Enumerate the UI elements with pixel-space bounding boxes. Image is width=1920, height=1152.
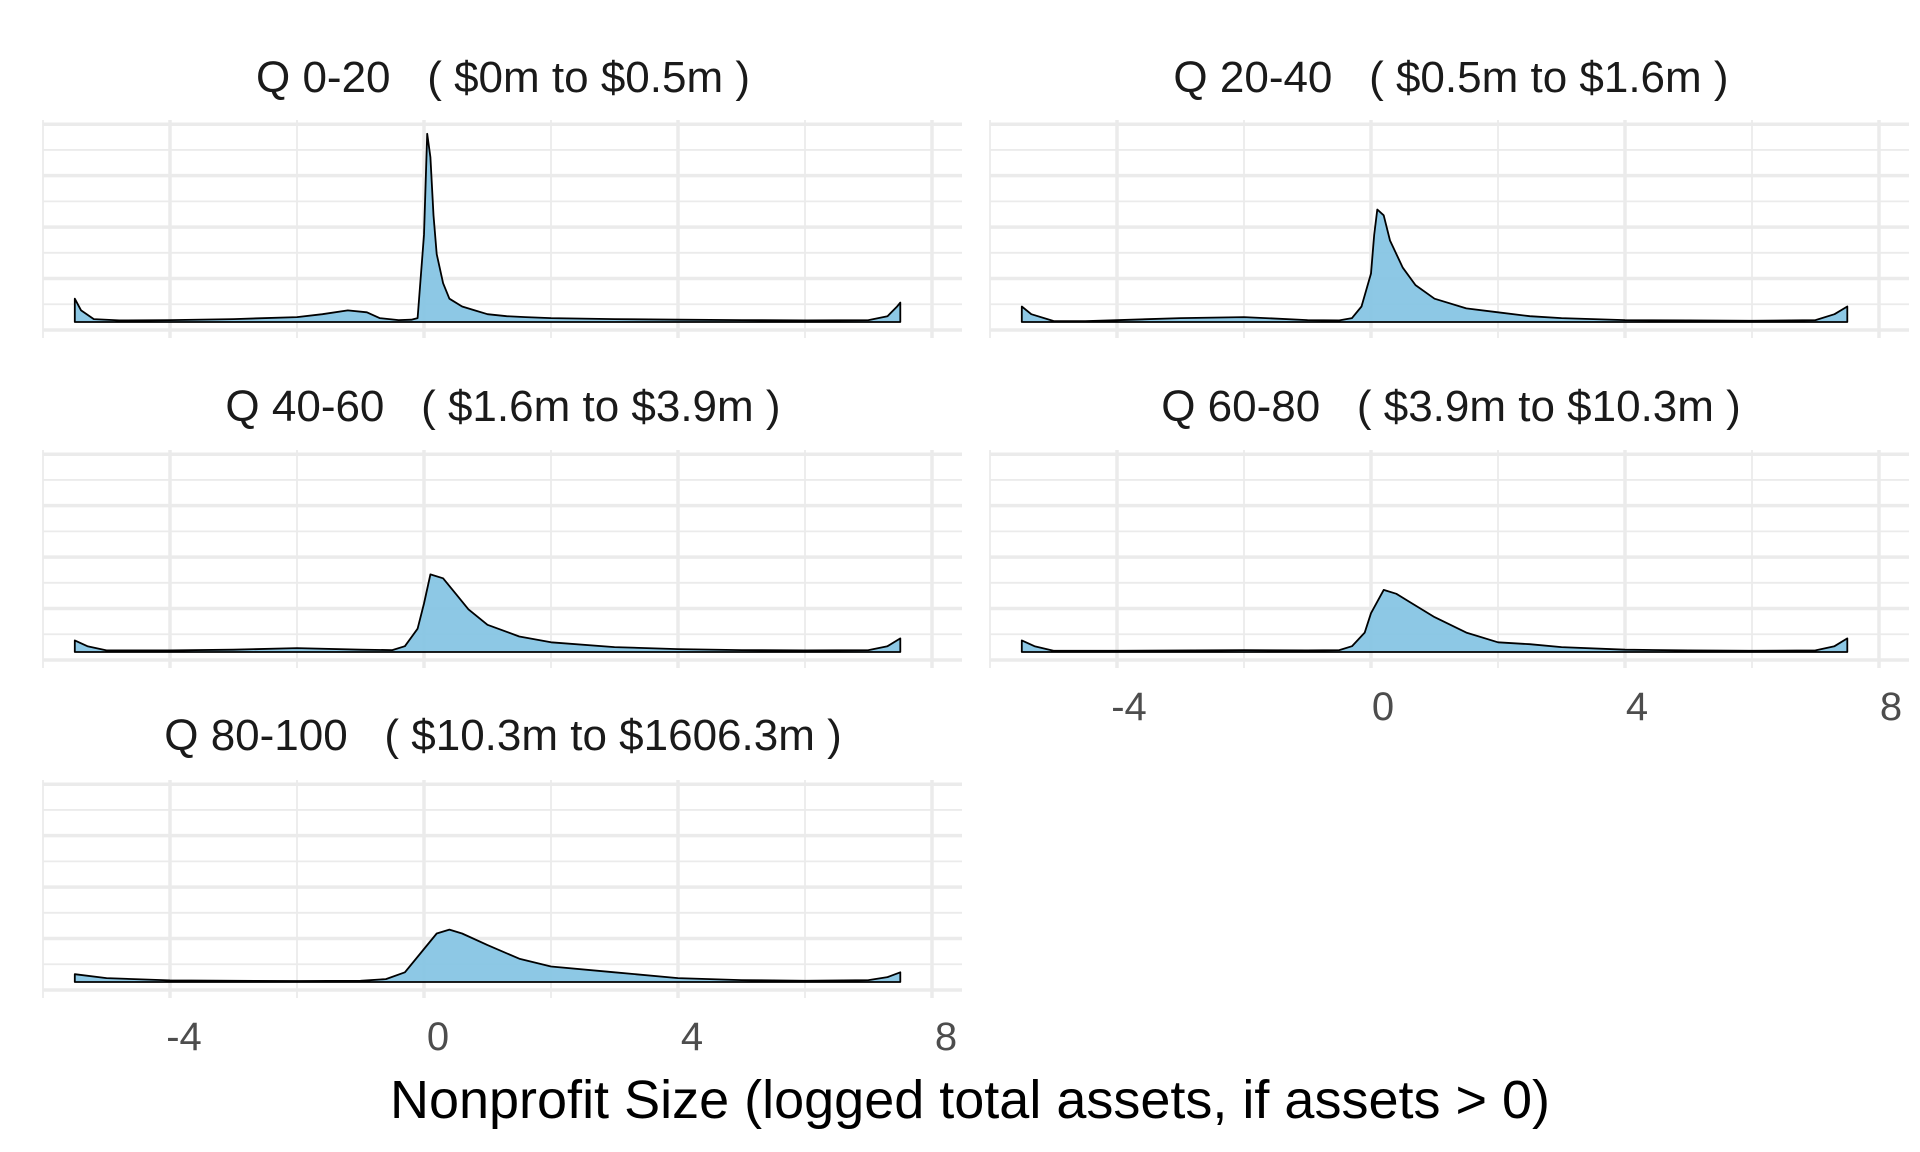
panel-q0-20: Q 0-20 ( $0m to $0.5m ) (42, 53, 962, 338)
panel-plot-q80-100 (42, 780, 962, 998)
x-tick-label: -4 (1111, 685, 1147, 729)
facet-title-q40-60: Q 40-60 ( $1.6m to $3.9m ) (225, 382, 780, 431)
panel-q40-60: Q 40-60 ( $1.6m to $3.9m ) (42, 382, 962, 668)
x-axis-title: Nonprofit Size (logged total assets, if … (390, 1070, 1550, 1130)
density-area (1020, 208, 1849, 323)
density-area (73, 573, 902, 653)
facet-title-q20-40: Q 20-40 ( $0.5m to $1.6m ) (1173, 53, 1728, 102)
facet-title-q0-20: Q 0-20 ( $0m to $0.5m ) (256, 53, 750, 102)
panel-q20-40: Q 20-40 ( $0.5m to $1.6m ) (989, 53, 1909, 338)
x-tick-label: 8 (1880, 685, 1902, 729)
panel-plot-q40-60 (42, 450, 962, 668)
density-area (1020, 589, 1849, 653)
x-axis-ticks-right-column: -4 0 4 8 (1111, 685, 1902, 729)
x-tick-label: 0 (1372, 685, 1394, 729)
facet-title-q80-100: Q 80-100 ( $10.3m to $1606.3m ) (164, 711, 842, 760)
x-tick-label: 8 (935, 1015, 957, 1059)
x-tick-label: 4 (1626, 685, 1648, 729)
x-tick-label: 0 (427, 1015, 449, 1059)
x-axis-ticks-left-column: -4 0 4 8 (166, 1015, 957, 1059)
panel-plot-q0-20 (42, 120, 962, 338)
density-area (73, 928, 902, 983)
x-tick-label: -4 (166, 1015, 202, 1059)
facet-title-q60-80: Q 60-80 ( $3.9m to $10.3m ) (1161, 382, 1741, 431)
panel-plot-q60-80 (989, 450, 1909, 668)
panel-q60-80: Q 60-80 ( $3.9m to $10.3m ) (989, 382, 1909, 668)
panel-plot-q20-40 (989, 120, 1909, 338)
x-tick-label: 4 (681, 1015, 703, 1059)
density-area (73, 132, 902, 323)
panel-q80-100: Q 80-100 ( $10.3m to $1606.3m ) (42, 711, 962, 998)
